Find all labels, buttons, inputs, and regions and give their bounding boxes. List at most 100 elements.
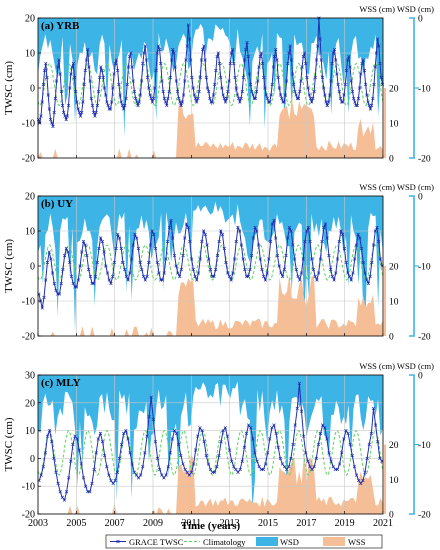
grace-twsc-point <box>88 490 92 494</box>
grace-twsc-point <box>365 456 369 461</box>
grace-twsc-point <box>310 257 314 261</box>
x-tick-label: 2003 <box>28 518 48 529</box>
grace-twsc-point <box>344 68 349 73</box>
grace-twsc-point <box>371 96 375 101</box>
grace-twsc-point <box>41 82 46 87</box>
y-tick-label: -20 <box>22 154 35 165</box>
grace-twsc-point <box>94 110 98 115</box>
grace-twsc-point <box>138 260 142 265</box>
grace-twsc-point <box>203 58 207 62</box>
grace-twsc-point <box>308 465 312 469</box>
grace-twsc-point <box>162 476 166 480</box>
grace-twsc-point <box>88 79 92 83</box>
grace-twsc-point <box>40 306 44 310</box>
grace-twsc-point <box>302 51 307 55</box>
grace-twsc-point <box>179 267 183 272</box>
grace-twsc-point <box>246 54 250 59</box>
grace-twsc-point <box>348 442 352 447</box>
grace-twsc-point <box>255 229 259 233</box>
grace-twsc-point <box>202 44 206 48</box>
grace-twsc-point <box>74 89 78 94</box>
grace-twsc-point <box>223 100 228 104</box>
grace-twsc-point <box>90 103 95 108</box>
grace-twsc-point <box>215 253 220 258</box>
grace-twsc-point <box>50 121 54 125</box>
grace-twsc-point <box>312 465 316 469</box>
grace-twsc-point <box>350 89 355 94</box>
legend-box <box>105 534 383 549</box>
y-tick-label: -10 <box>22 297 35 308</box>
grace-twsc-point <box>232 61 236 66</box>
grace-twsc-point <box>176 271 180 275</box>
grace-twsc-point <box>221 93 225 97</box>
grace-twsc-point <box>219 75 223 80</box>
grace-twsc-point <box>255 459 259 463</box>
grace-twsc-point <box>117 236 122 240</box>
grace-twsc-point <box>280 274 285 279</box>
grace-twsc-point <box>256 79 260 83</box>
grace-twsc-point <box>98 75 102 80</box>
grace-twsc-point <box>59 89 64 94</box>
grace-twsc-point <box>171 47 175 52</box>
grace-twsc-point <box>133 232 137 237</box>
grace-twsc-point <box>126 437 130 441</box>
grace-twsc-point <box>46 93 50 97</box>
grace-twsc-point <box>366 281 371 286</box>
grace-twsc-point <box>292 257 297 261</box>
grace-twsc-point <box>123 267 127 272</box>
grace-twsc-point <box>206 462 211 466</box>
grace-twsc-point <box>360 61 364 66</box>
grace-twsc-point <box>118 93 122 97</box>
grace-twsc-point <box>266 100 271 104</box>
grace-twsc-point <box>150 100 155 104</box>
grace-twsc-point <box>310 100 314 104</box>
grace-twsc-point <box>185 44 189 48</box>
grace-twsc-point <box>306 459 310 463</box>
grace-twsc-point <box>369 431 374 436</box>
grace-twsc-point <box>354 103 358 108</box>
grace-twsc-point <box>319 58 323 62</box>
grace-twsc-point <box>347 274 352 279</box>
grace-twsc-point <box>211 93 216 97</box>
grace-twsc-point <box>299 271 304 275</box>
grace-twsc-point <box>307 93 311 97</box>
grace-twsc-point <box>78 114 83 118</box>
grace-twsc-point <box>192 93 196 97</box>
grace-twsc-point <box>166 465 170 469</box>
wsd-axis <box>409 374 415 515</box>
grace-twsc-point <box>332 47 337 52</box>
grace-twsc-point <box>188 239 192 244</box>
grace-twsc-point <box>272 423 276 427</box>
grace-twsc-point <box>250 253 254 258</box>
grace-twsc-point <box>169 58 174 62</box>
grace-twsc-point <box>363 470 367 474</box>
legend-label-wss: WSS <box>348 537 366 547</box>
grace-twsc-point <box>325 103 329 108</box>
grace-twsc-point <box>117 456 122 461</box>
grace-twsc-point <box>215 54 219 59</box>
grace-twsc-point <box>167 225 171 230</box>
grace-twsc-point <box>183 236 187 240</box>
grace-twsc-point <box>160 473 164 477</box>
grace-twsc-point <box>253 96 258 101</box>
grace-twsc-point <box>238 229 242 233</box>
grace-twsc-point <box>214 68 218 73</box>
x-tick-label: 2009 <box>143 518 163 529</box>
grace-twsc-point <box>129 257 134 261</box>
grace-twsc-point <box>157 271 161 275</box>
wss-area <box>38 274 383 336</box>
grace-twsc-point <box>327 253 331 258</box>
y-axis-label: TWSC (cm) <box>3 239 15 293</box>
grace-twsc-point <box>80 110 84 115</box>
grace-twsc-point <box>287 225 292 230</box>
grace-twsc-point <box>69 72 73 76</box>
grace-twsc-point <box>292 82 296 87</box>
grace-twsc-point <box>53 96 58 101</box>
wss-tick-label: 10 <box>389 120 399 130</box>
grace-twsc-point <box>186 225 190 230</box>
grace-twsc-point <box>64 490 69 494</box>
grace-twsc-point <box>359 481 363 486</box>
grace-twsc-point <box>187 37 192 41</box>
grace-twsc-point <box>155 51 159 55</box>
grace-twsc-point <box>83 68 87 73</box>
